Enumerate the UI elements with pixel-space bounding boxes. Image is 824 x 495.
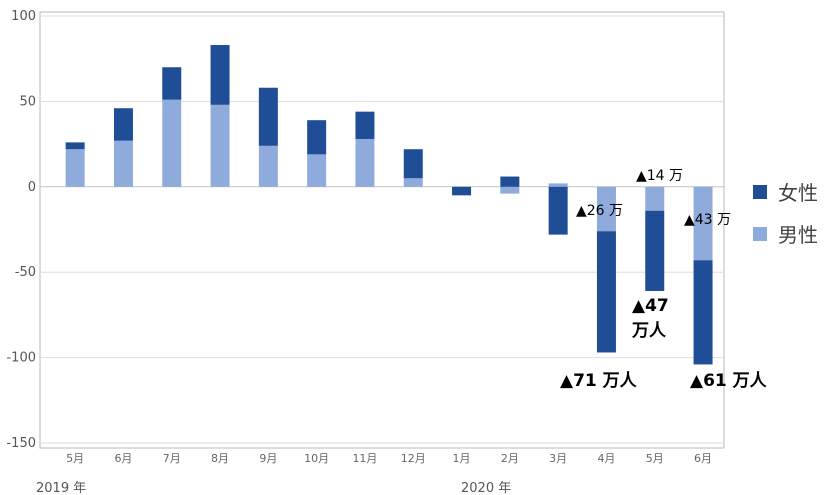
- annotation-may-total-line1: ▲47: [632, 296, 669, 316]
- bar-female: [693, 260, 713, 365]
- bar-female: [403, 149, 423, 179]
- x-tick-label: 5月: [646, 452, 664, 465]
- annotation-june-male: ▲43 万: [684, 212, 731, 228]
- bar-male: [645, 186, 665, 211]
- bar-male: [307, 154, 327, 187]
- bar-female: [596, 231, 616, 353]
- bar-male: [548, 183, 568, 187]
- x-tick-label: 10月: [304, 452, 329, 465]
- x-tick-label: 2月: [501, 452, 519, 465]
- bar-male: [210, 104, 230, 187]
- bar-female: [113, 108, 133, 141]
- annotation-april-male: ▲26 万: [576, 203, 623, 219]
- year-label-2020: 2020 年: [461, 481, 511, 495]
- bar-female: [452, 186, 472, 196]
- legend-swatch-male: [753, 227, 767, 241]
- x-tick-label: 1月: [453, 452, 471, 465]
- bar-male: [113, 140, 133, 187]
- bar-male: [403, 178, 423, 187]
- y-tick-label: 50: [19, 94, 36, 109]
- y-tick-label: -150: [6, 436, 36, 451]
- bar-male: [65, 149, 85, 187]
- annotation-may-total-line2: 万人: [631, 321, 667, 341]
- annotation-may-male: ▲14 万: [636, 168, 683, 184]
- x-tick-label: 4月: [597, 452, 615, 465]
- bar-female: [162, 67, 182, 100]
- bar-female: [258, 87, 278, 146]
- bar-female: [210, 45, 230, 105]
- bar-male: [693, 186, 713, 261]
- x-tick-label: 6月: [114, 452, 132, 465]
- bar-male: [258, 145, 278, 187]
- bar-female: [65, 142, 85, 150]
- x-tick-label: 7月: [163, 452, 181, 465]
- y-tick-label: 100: [11, 9, 36, 24]
- x-tick-label: 5月: [66, 452, 84, 465]
- bar-male: [500, 186, 520, 194]
- legend-label-male: 男性: [778, 223, 818, 247]
- bar-series: [65, 45, 713, 365]
- x-tick-label: 3月: [549, 452, 567, 465]
- bar-female: [500, 176, 520, 187]
- bar-female: [307, 120, 327, 155]
- bar-male: [355, 138, 375, 187]
- x-axis: 5月 6月 7月 8月 9月 10月 11月 12月 1月 2月 3月 4月 5月 6月: [66, 452, 712, 465]
- year-label-2019: 2019 年: [36, 481, 86, 495]
- x-tick-label: 6月: [694, 452, 712, 465]
- y-tick-label: 0: [28, 180, 36, 195]
- x-tick-label: 8月: [211, 452, 229, 465]
- x-tick-label: 12月: [401, 452, 426, 465]
- bar-female: [645, 210, 665, 291]
- y-tick-label: -50: [15, 265, 36, 280]
- plot-border: [39, 11, 725, 449]
- x-tick-label: 9月: [259, 452, 277, 465]
- bar-female: [355, 111, 375, 139]
- annotation-june-total: ▲61 万人: [690, 371, 768, 391]
- x-tick-label: 11月: [352, 452, 377, 465]
- y-tick-label: -100: [6, 351, 36, 366]
- bar-male: [162, 99, 182, 187]
- legend-swatch-female: [753, 185, 767, 199]
- bar-male: [596, 186, 616, 232]
- legend-label-female: 女性: [778, 181, 818, 205]
- annotation-april-total: ▲71 万人: [560, 371, 638, 391]
- legend: 女性 男性: [753, 181, 818, 247]
- y-axis: 100 50 0 -50 -100 -150: [6, 9, 36, 451]
- bar-female: [548, 186, 568, 235]
